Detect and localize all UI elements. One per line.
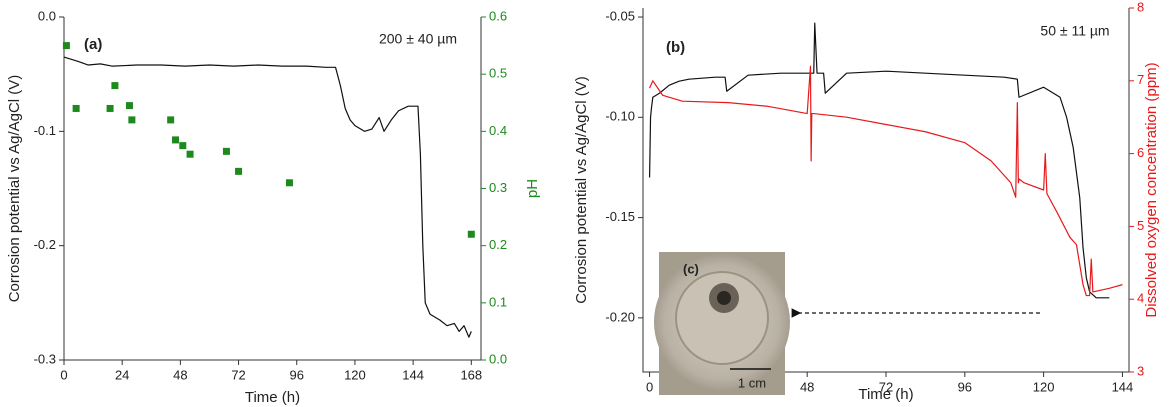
y2-tick-label: 6	[1137, 145, 1144, 160]
x-tick-label: 48	[800, 379, 814, 394]
annotation: 1 cm	[738, 375, 766, 390]
x-tick-label: 120	[344, 367, 366, 382]
data-line	[648, 22, 1110, 299]
x-tick-label: 0	[646, 379, 653, 394]
x-tick-label: 0	[60, 367, 67, 382]
x-tick-label: 72	[879, 379, 893, 394]
x-tick-label: 168	[460, 367, 482, 382]
inset-ring	[675, 271, 769, 365]
axis-frame	[63, 17, 482, 361]
y2-tick-label: 0.2	[489, 237, 507, 252]
x-tick-label: 96	[958, 379, 972, 394]
y2-tick-label: 0.4	[489, 123, 507, 138]
data-point	[111, 82, 119, 90]
y2-axis-title: Dissolved oxygen concentration (ppm)	[1143, 62, 1160, 317]
y-tick-label: -0.10	[605, 109, 635, 124]
data-point	[125, 102, 133, 110]
data-point	[167, 116, 175, 124]
x-axis-title: Time (h)	[245, 389, 300, 406]
data-point	[467, 230, 475, 238]
y2-tick-label: 0.3	[489, 180, 507, 195]
x-tick-label: 120	[1033, 379, 1055, 394]
y2-tick-label: 3	[1137, 363, 1144, 378]
annotation: 200 ± 40 µm	[379, 31, 457, 47]
chart-panel: 0 24 48 72 96 120 144 168 -0.3 -0.2 -0.1 0.0 0.0 0.1 0…	[6, 8, 541, 406]
y-axis-title: Corrosion potential vs Ag/AgCl (V)	[573, 76, 590, 304]
x-tick-label: 24	[115, 367, 129, 382]
y2-tick-label: 4	[1137, 291, 1144, 306]
x-axis-title: Time (h)	[858, 386, 913, 403]
y-tick-label: -0.05	[605, 8, 635, 23]
annotation: 50 ± 11 µm	[1040, 23, 1109, 39]
y2-tick-label: 0.0	[489, 351, 507, 366]
x-tick-label: 48	[173, 367, 187, 382]
data-point	[172, 136, 180, 144]
inset-pit-center	[717, 291, 731, 305]
y-tick-label: -0.1	[34, 123, 56, 138]
data-line	[649, 65, 1123, 297]
data-point	[72, 104, 80, 112]
inset-photo	[654, 252, 790, 395]
y-tick-label: -0.3	[34, 351, 56, 366]
y2-tick-label: 7	[1137, 72, 1144, 87]
x-tick-label: 144	[402, 367, 424, 382]
x-tick-label: 72	[231, 367, 245, 382]
data-point	[62, 42, 70, 50]
x-tick-label: 144	[1112, 379, 1134, 394]
data-line	[63, 56, 472, 338]
y-axis-title: Corrosion potential vs Ag/AgCl (V)	[6, 75, 23, 303]
annotation: (c)	[683, 261, 699, 276]
y-tick-label: -0.20	[605, 309, 635, 324]
y2-tick-label: 8	[1137, 0, 1144, 14]
annotation: (a)	[84, 36, 102, 53]
y-tick-label: -0.15	[605, 209, 635, 224]
annotation: (b)	[666, 39, 685, 56]
data-point	[235, 167, 243, 175]
y2-tick-label: 5	[1137, 218, 1144, 233]
data-point	[285, 179, 293, 187]
data-point	[179, 142, 187, 150]
y2-tick-label: 0.6	[489, 8, 507, 23]
y2-tick-label: 0.5	[489, 66, 507, 81]
data-point	[222, 147, 230, 155]
x-tick-label: 96	[290, 367, 304, 382]
y2-tick-label: 0.1	[489, 294, 507, 309]
y-tick-label: 0.0	[38, 8, 56, 23]
data-point	[128, 116, 136, 124]
data-point	[186, 150, 194, 158]
y2-axis-title: pH	[524, 179, 541, 198]
data-point	[106, 104, 114, 112]
y-tick-label: -0.2	[34, 237, 56, 252]
